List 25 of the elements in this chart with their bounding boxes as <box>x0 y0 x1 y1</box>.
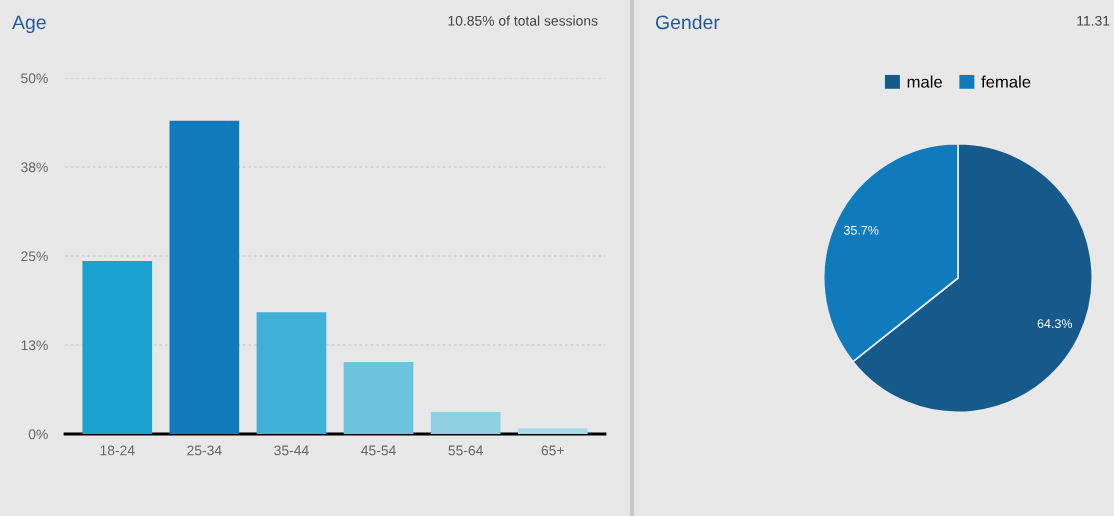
x-tick-label: 55-64 <box>448 445 483 456</box>
chart-subtitle: 10.85% of total sessions <box>448 15 598 26</box>
x-tick-label: 65+ <box>541 445 564 456</box>
chart-title: Age <box>12 15 46 34</box>
bar <box>517 428 588 434</box>
data-label: 35.7% <box>843 225 879 235</box>
legend-label: male <box>907 75 942 88</box>
x-tick-label: 18-24 <box>100 445 135 456</box>
bar <box>169 120 240 434</box>
y-tick-label: 50% <box>21 73 48 84</box>
chart-subtitle: 11.31 <box>1077 15 1110 26</box>
x-tick-label: 25-34 <box>187 445 222 456</box>
x-tick-label: 45-54 <box>361 445 396 456</box>
y-tick-label: 13% <box>21 340 48 351</box>
legend-label: female <box>981 75 1031 88</box>
bar <box>430 411 501 434</box>
y-tick-label: 0% <box>28 429 48 440</box>
data-label: 64.3% <box>1037 319 1073 329</box>
chart-title: Gender <box>655 14 720 30</box>
y-tick-label: 38% <box>21 162 48 173</box>
bar <box>343 362 414 434</box>
y-tick-label: 25% <box>21 251 48 262</box>
x-tick-label: 35-44 <box>274 445 309 456</box>
bar <box>256 312 327 434</box>
bar <box>82 260 153 434</box>
